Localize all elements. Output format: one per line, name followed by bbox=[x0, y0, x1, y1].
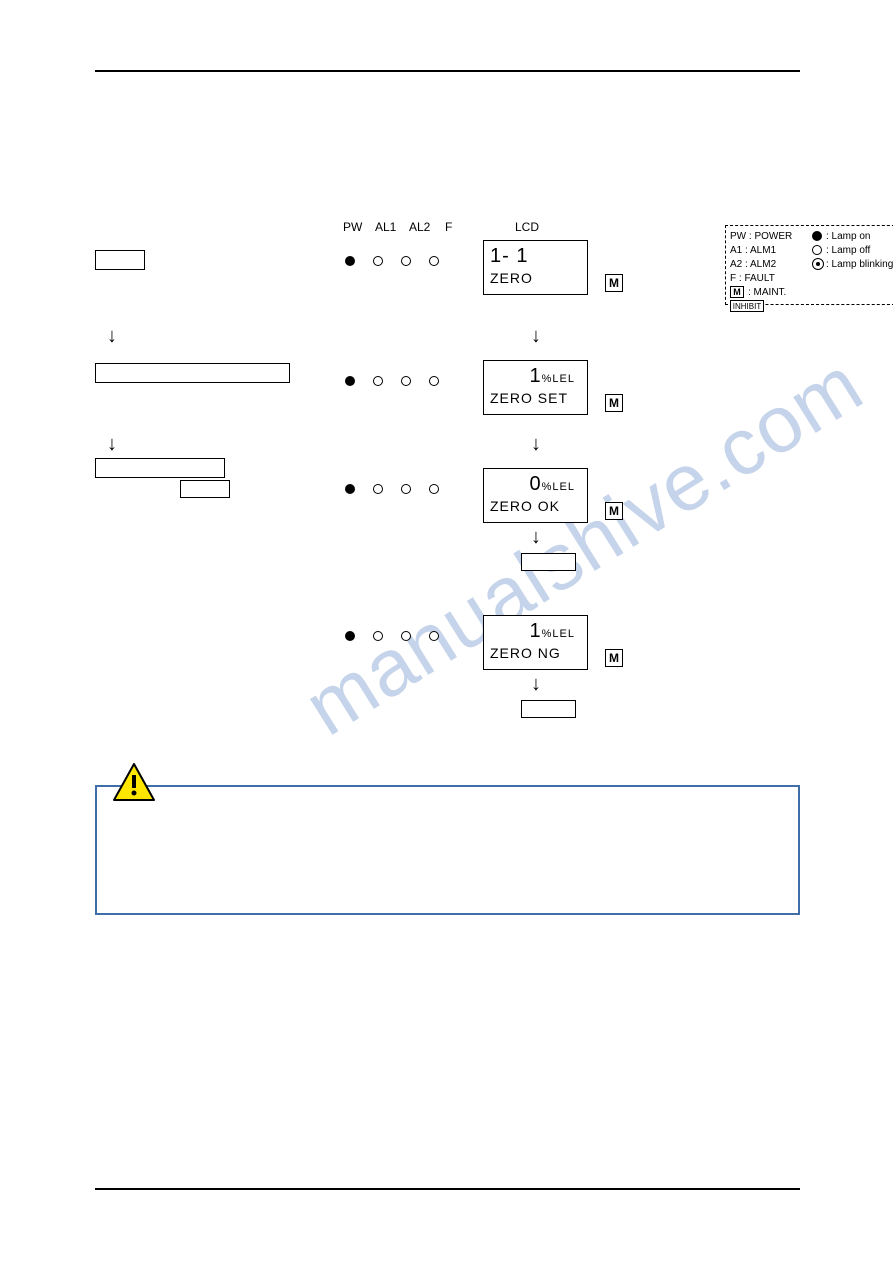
legend-lampon: : Lamp on bbox=[826, 231, 870, 242]
down-arrow-icon: ↓ bbox=[107, 325, 117, 348]
lamp-off-icon bbox=[373, 484, 383, 494]
rule-bottom bbox=[95, 1188, 800, 1190]
lamp-on-icon bbox=[345, 631, 355, 641]
maint-chip-icon: M bbox=[605, 274, 623, 292]
lcd-display: 1- 1 ZERO bbox=[483, 240, 588, 295]
legend-a2: A2 : ALM2 bbox=[730, 259, 812, 270]
step-label-box bbox=[180, 480, 230, 498]
lcd-unit: %LEL bbox=[542, 481, 575, 493]
legend-f: F : FAULT bbox=[730, 273, 812, 284]
step-label-box bbox=[95, 250, 145, 270]
legend-box: PW : POWER : Lamp on A1 : ALM1 : Lamp of… bbox=[725, 225, 893, 305]
lamp-off-icon bbox=[429, 484, 439, 494]
lcd-line1: 0 bbox=[530, 473, 542, 495]
step-label-box bbox=[95, 458, 225, 478]
legend-lampblink: : Lamp blinking bbox=[826, 259, 893, 270]
lcd-unit: %LEL bbox=[542, 373, 575, 385]
result-box bbox=[521, 553, 576, 571]
lcd-line2: ZERO SET bbox=[490, 390, 581, 406]
down-arrow-icon: ↓ bbox=[531, 526, 541, 549]
lamp-off-icon bbox=[373, 256, 383, 266]
down-arrow-icon: ↓ bbox=[531, 433, 541, 456]
legend-maint: : MAINT. bbox=[748, 287, 786, 298]
lamp-off-icon bbox=[812, 245, 822, 255]
down-arrow-icon: ↓ bbox=[107, 433, 117, 456]
warning-icon bbox=[111, 761, 157, 803]
lcd-line2: ZERO bbox=[490, 270, 581, 286]
result-box bbox=[521, 700, 576, 718]
maint-icon: M bbox=[730, 286, 744, 298]
lamp-off-icon bbox=[429, 376, 439, 386]
lamp-off-icon bbox=[401, 256, 411, 266]
lcd-line1: 1 bbox=[530, 620, 542, 642]
lcd-line2: ZERO NG bbox=[490, 645, 581, 661]
down-arrow-icon: ↓ bbox=[531, 325, 541, 348]
lamp-blink-icon bbox=[812, 258, 824, 270]
lamp-off-icon bbox=[373, 631, 383, 641]
lamp-on-icon bbox=[345, 376, 355, 386]
hdr-pw: PW bbox=[343, 220, 362, 234]
lamp-row bbox=[345, 256, 439, 266]
hdr-f: F bbox=[445, 220, 452, 234]
hdr-al2: AL2 bbox=[409, 220, 430, 234]
caution-box bbox=[95, 785, 800, 915]
hdr-al1: AL1 bbox=[375, 220, 396, 234]
legend-a1: A1 : ALM1 bbox=[730, 245, 812, 256]
inhibit-icon: INHIBIT bbox=[730, 300, 764, 312]
lcd-unit: %LEL bbox=[542, 628, 575, 640]
lamp-on-icon bbox=[345, 256, 355, 266]
step-label-box bbox=[95, 363, 290, 383]
lamp-row bbox=[345, 376, 439, 386]
lamp-off-icon bbox=[373, 376, 383, 386]
lcd-display: 1%LEL ZERO NG bbox=[483, 615, 588, 670]
lamp-off-icon bbox=[429, 631, 439, 641]
lcd-display: 0%LEL ZERO OK bbox=[483, 468, 588, 523]
legend-lampoff: : Lamp off bbox=[826, 245, 870, 256]
lamp-off-icon bbox=[429, 256, 439, 266]
lcd-line1: 1- 1 bbox=[490, 245, 528, 267]
hdr-lcd: LCD bbox=[515, 220, 539, 234]
lcd-line2: ZERO OK bbox=[490, 498, 581, 514]
lamp-off-icon bbox=[401, 484, 411, 494]
lamp-on-icon bbox=[345, 484, 355, 494]
maint-chip-icon: M bbox=[605, 502, 623, 520]
down-arrow-icon: ↓ bbox=[531, 673, 541, 696]
maint-chip-icon: M bbox=[605, 649, 623, 667]
lamp-on-icon bbox=[812, 231, 822, 241]
lamp-off-icon bbox=[401, 376, 411, 386]
lamp-off-icon bbox=[401, 631, 411, 641]
lamp-row bbox=[345, 484, 439, 494]
lamp-row bbox=[345, 631, 439, 641]
lcd-line1: 1 bbox=[530, 365, 542, 387]
legend-pw: PW : POWER bbox=[730, 231, 812, 242]
rule-top bbox=[95, 70, 800, 72]
lcd-display: 1%LEL ZERO SET bbox=[483, 360, 588, 415]
maint-chip-icon: M bbox=[605, 394, 623, 412]
